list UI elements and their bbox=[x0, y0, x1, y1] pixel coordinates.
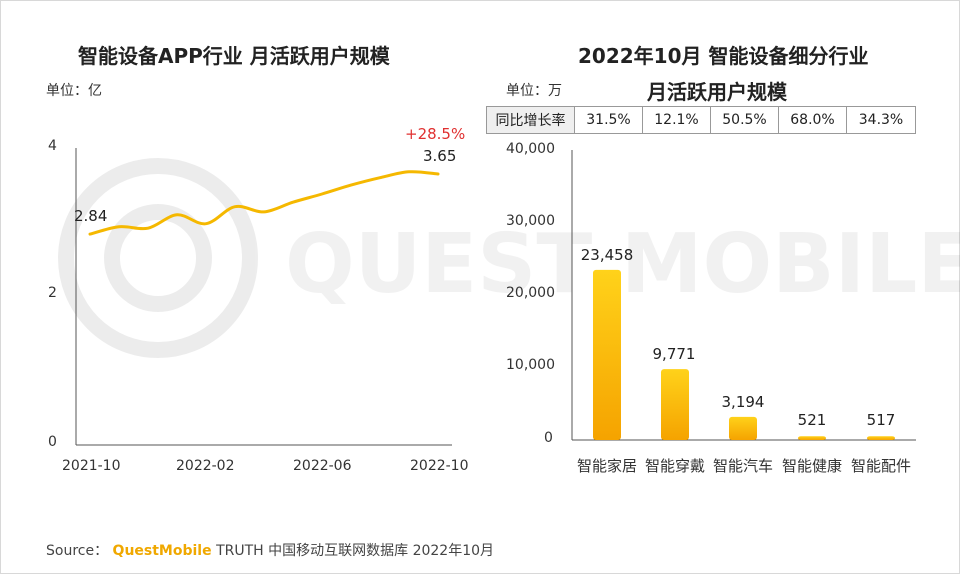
source-line: Source： QuestMobile TRUTH 中国移动互联网数据库 202… bbox=[46, 540, 494, 560]
end-value-label: 3.65 bbox=[423, 147, 457, 165]
watermark-inner-ring bbox=[104, 204, 212, 312]
right-unit-label: 单位：万 bbox=[506, 83, 562, 99]
source-text: TRUTH 中国移动互联网数据库 2022年10月 bbox=[216, 543, 495, 559]
category-label: 智能健康 bbox=[781, 457, 842, 475]
yoy-cell: 50.5% bbox=[711, 107, 779, 133]
bar-value-label: 3,194 bbox=[721, 393, 765, 411]
category-label: 智能配件 bbox=[850, 457, 911, 475]
bar-5 bbox=[867, 436, 895, 440]
left-x-tick: 2022-06 bbox=[293, 458, 352, 474]
yoy-cell: 68.0% bbox=[779, 107, 847, 133]
right-y-tick: 40,000 bbox=[506, 141, 555, 157]
right-y-tick: 10,000 bbox=[506, 357, 555, 373]
bar-3 bbox=[729, 416, 757, 440]
bar-value-label: 23,458 bbox=[580, 246, 634, 264]
category-label: 智能汽车 bbox=[712, 457, 773, 475]
watermark-text: QUEST MOBILE bbox=[285, 217, 960, 312]
right-chart-subtitle: 月活跃用户规模 bbox=[647, 80, 787, 104]
left-x-tick: 2022-02 bbox=[176, 458, 235, 474]
yoy-table: 同比增长率 31.5% 12.1% 50.5% 68.0% 34.3% bbox=[486, 106, 916, 134]
bar-1 bbox=[593, 269, 621, 440]
right-y-tick: 30,000 bbox=[506, 213, 555, 229]
right-y-tick: 0 bbox=[544, 430, 553, 446]
category-label: 智能穿戴 bbox=[644, 457, 705, 475]
left-x-tick: 2022-10 bbox=[410, 458, 469, 474]
growth-label: +28.5% bbox=[405, 125, 466, 143]
start-value-label: 2.84 bbox=[74, 207, 108, 225]
left-chart-title: 智能设备APP行业 月活跃用户规模 bbox=[78, 44, 390, 68]
left-y-tick: 0 bbox=[48, 434, 57, 450]
yoy-cell: 34.3% bbox=[858, 112, 904, 128]
bar-value-label: 521 bbox=[797, 411, 827, 429]
brand-name: QuestMobile bbox=[112, 543, 212, 559]
yoy-cell: 31.5% bbox=[575, 107, 643, 133]
watermark-ring bbox=[58, 158, 258, 358]
yoy-cell: 12.1% bbox=[643, 107, 711, 133]
right-y-tick: 20,000 bbox=[506, 285, 555, 301]
right-chart-title: 2022年10月 智能设备细分行业 bbox=[578, 44, 869, 68]
left-y-tick: 2 bbox=[48, 285, 57, 301]
mau-series-line bbox=[88, 170, 440, 236]
yoy-header: 同比增长率 bbox=[487, 107, 575, 133]
bar-value-label: 517 bbox=[866, 411, 896, 429]
source-prefix: Source： bbox=[46, 543, 109, 559]
category-label: 智能家居 bbox=[576, 457, 637, 475]
bar-value-label: 9,771 bbox=[652, 345, 696, 363]
left-y-tick: 4 bbox=[48, 138, 57, 154]
bar-4 bbox=[798, 436, 826, 440]
bar-2 bbox=[661, 369, 689, 440]
left-unit-label: 单位：亿 bbox=[46, 83, 102, 99]
left-x-tick: 2021-10 bbox=[62, 458, 121, 474]
